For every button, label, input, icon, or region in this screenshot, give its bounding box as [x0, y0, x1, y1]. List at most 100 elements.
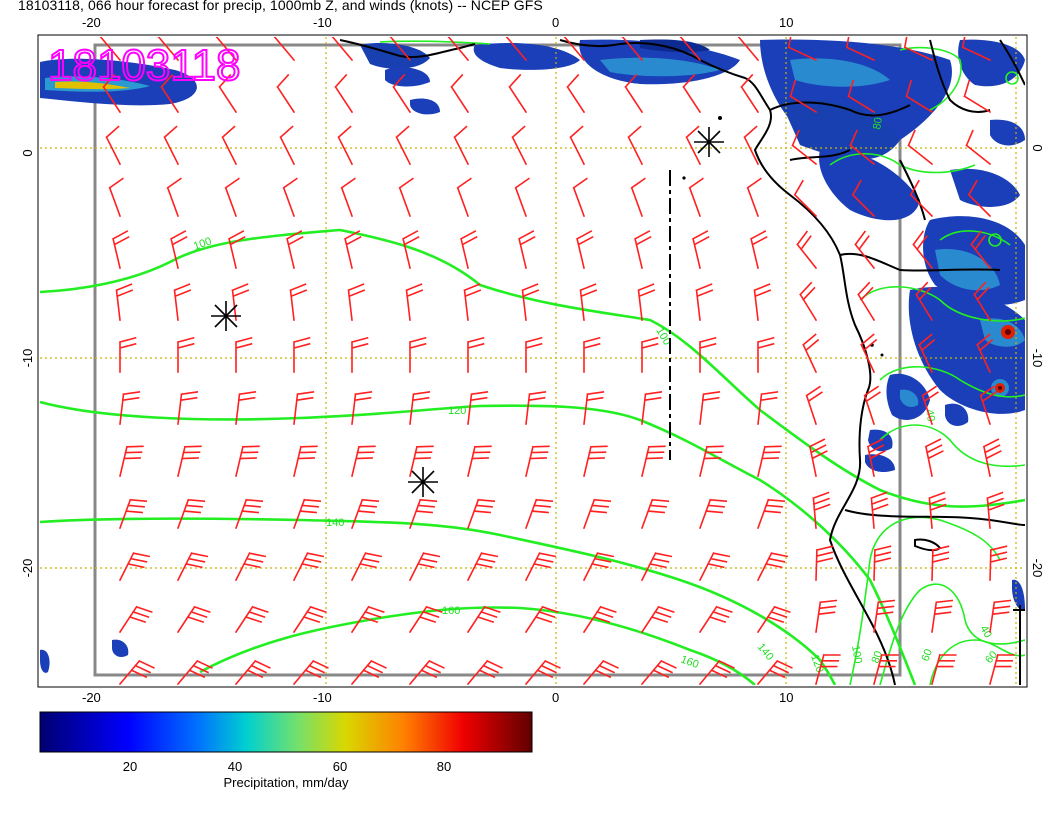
wind-barb — [912, 230, 934, 270]
wind-barb — [234, 498, 264, 530]
wind-barb — [931, 654, 957, 685]
wind-barb — [787, 37, 818, 62]
wind-barb — [234, 659, 271, 685]
wind-barb — [467, 336, 485, 373]
wind-barb — [163, 125, 180, 166]
wind-barb — [447, 37, 470, 62]
wind-barb — [791, 129, 818, 166]
wind-barb — [688, 177, 704, 218]
wind-barb — [340, 177, 356, 218]
wind-barb — [235, 336, 253, 373]
wind-barb — [234, 605, 269, 634]
wind-barb — [398, 177, 414, 218]
wind-barb — [695, 283, 714, 321]
svg-text:-20: -20 — [82, 15, 101, 30]
wind-barb — [224, 177, 240, 218]
wind-barb — [215, 37, 238, 62]
wind-barb — [583, 336, 601, 373]
wind-barb — [756, 659, 793, 685]
wind-barb — [119, 390, 141, 425]
wind-barb — [805, 385, 823, 426]
height-contours-coastal — [379, 40, 1025, 685]
star-marker — [408, 467, 438, 497]
wind-barb — [756, 552, 789, 582]
colorbar-label: Precipitation, mm/day — [223, 775, 349, 790]
wind-barb — [292, 498, 322, 530]
wind-barb — [525, 390, 547, 425]
colorbar-tick: 40 — [227, 759, 243, 774]
wind-barb — [334, 73, 354, 114]
wind-barb — [228, 230, 246, 269]
wind-barb — [409, 336, 427, 373]
wind-barb — [860, 333, 878, 374]
wind-barb — [621, 37, 644, 62]
wind-barb — [467, 390, 489, 425]
wind-barb — [572, 177, 588, 218]
wind-barb — [292, 552, 325, 582]
svg-text:0: 0 — [552, 690, 559, 705]
wind-barb — [292, 605, 327, 634]
svg-text:140: 140 — [755, 641, 776, 663]
wind-barb — [466, 498, 496, 530]
svg-text:0: 0 — [552, 15, 559, 30]
wind-barb — [583, 445, 608, 477]
wind-barb — [102, 73, 122, 114]
wind-barb — [909, 179, 934, 218]
svg-text:120: 120 — [808, 653, 826, 674]
wind-barb — [907, 129, 934, 166]
wind-barb — [915, 281, 934, 322]
wind-barb — [409, 445, 434, 477]
wind-barb — [525, 445, 550, 477]
wind-barb — [796, 230, 818, 270]
wind-barb — [698, 552, 731, 582]
wind-barb — [293, 445, 318, 477]
wind-barb — [967, 179, 992, 218]
wind-barb — [802, 333, 820, 374]
svg-text:-10: -10 — [313, 15, 332, 30]
wind-barb — [231, 283, 250, 321]
wind-barb — [870, 491, 889, 529]
wind-barb — [583, 390, 605, 425]
wind-barb — [924, 438, 944, 477]
wind-barb — [119, 445, 144, 477]
svg-text:-20: -20 — [82, 690, 101, 705]
svg-text:0: 0 — [20, 149, 35, 156]
wind-barb — [221, 125, 238, 166]
wind-barbs — [99, 37, 1015, 685]
wind-barb — [405, 283, 424, 321]
wind-barb — [350, 659, 387, 685]
svg-text:0: 0 — [1030, 144, 1045, 151]
wind-barb — [177, 390, 199, 425]
svg-text:140: 140 — [326, 517, 344, 529]
wind-barb — [737, 37, 760, 62]
wind-barb — [989, 654, 1015, 685]
svg-text:60: 60 — [920, 647, 935, 663]
wind-barb — [845, 37, 876, 62]
wind-barb — [634, 230, 652, 269]
wind-barb — [273, 37, 296, 62]
wind-barb — [854, 230, 876, 270]
wind-barb — [157, 37, 180, 62]
wind-barb — [351, 445, 376, 477]
coastline — [339, 39, 1025, 685]
wind-barb — [757, 445, 782, 477]
wind-barb — [524, 552, 557, 582]
wind-barb — [630, 177, 646, 218]
wind-barb — [235, 445, 260, 477]
svg-text:10: 10 — [779, 690, 793, 705]
svg-text:40: 40 — [977, 624, 994, 641]
wind-barb — [756, 605, 791, 634]
wind-barb — [624, 73, 644, 114]
wind-barb — [166, 177, 182, 218]
wind-barb — [566, 73, 586, 114]
wind-barb — [866, 438, 886, 477]
wind-barb — [812, 491, 831, 529]
wind-barb — [640, 498, 670, 530]
wind-barb — [466, 605, 501, 634]
wind-barb — [450, 73, 470, 114]
wind-barb — [511, 125, 528, 166]
wind-barb — [99, 37, 122, 62]
wind-barb — [808, 438, 828, 477]
svg-text:-10: -10 — [20, 349, 35, 368]
